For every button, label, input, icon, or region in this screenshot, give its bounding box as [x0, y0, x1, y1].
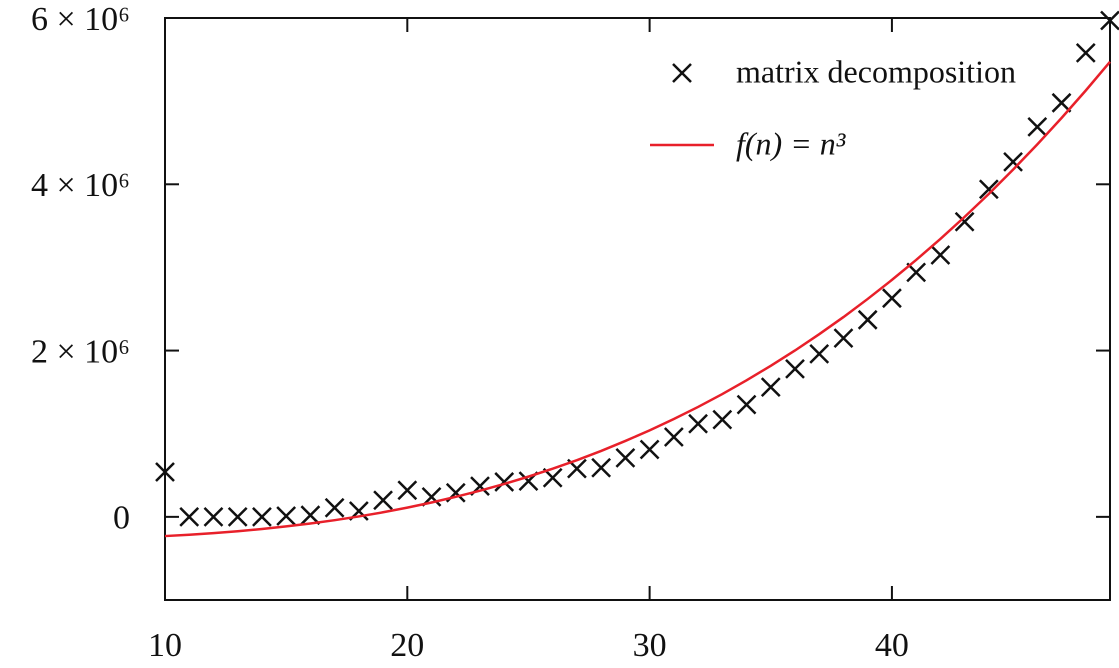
- data-marker: [276, 506, 297, 526]
- data-marker: [1003, 151, 1023, 172]
- data-marker: [324, 497, 345, 518]
- data-marker: [591, 457, 612, 478]
- data-marker: [688, 413, 708, 434]
- data-marker: [736, 394, 757, 415]
- data-marker: [760, 377, 781, 398]
- data-marker: [155, 462, 175, 482]
- y-tick-label: 6 × 10⁶: [31, 1, 130, 38]
- data-marker: [809, 344, 830, 364]
- data-marker: [712, 409, 733, 430]
- data-marker: [300, 505, 321, 526]
- data-line: [164, 61, 1111, 538]
- data-marker: [203, 506, 224, 527]
- data-marker: [857, 309, 878, 330]
- data-marker: [930, 245, 951, 265]
- x-tick-label: 40: [875, 627, 909, 664]
- data-marker: [494, 472, 515, 492]
- data-marker: [227, 506, 248, 527]
- data-marker: [882, 288, 902, 309]
- plot-frame: [164, 17, 1111, 601]
- x-tick-label: 10: [148, 627, 182, 664]
- y-tick-label: 2 × 10⁶: [31, 333, 130, 370]
- data-marker: [639, 439, 660, 460]
- y-tick-label: 4 × 10⁶: [31, 167, 130, 204]
- data-marker: [663, 427, 684, 447]
- data-marker: [978, 179, 999, 200]
- x-tick-label: 20: [390, 627, 424, 664]
- legend-label: matrix decomposition: [736, 53, 1016, 89]
- data-marker: [1051, 92, 1072, 113]
- data-marker: [1027, 117, 1048, 137]
- data-marker: [397, 480, 418, 501]
- data-marker: [1100, 10, 1119, 31]
- data-marker: [252, 506, 272, 527]
- data-marker: [785, 358, 805, 379]
- data-marker: [954, 211, 975, 232]
- data-marker: [179, 506, 200, 527]
- x-tick-label: 30: [633, 627, 667, 664]
- data-marker: [615, 447, 636, 468]
- data-marker: [373, 490, 393, 511]
- legend-label: f(n) = n³: [736, 125, 846, 161]
- legend-marker: [672, 63, 692, 83]
- data-marker: [833, 328, 854, 348]
- y-tick-label: 0: [113, 500, 130, 537]
- data-marker: [1075, 43, 1096, 63]
